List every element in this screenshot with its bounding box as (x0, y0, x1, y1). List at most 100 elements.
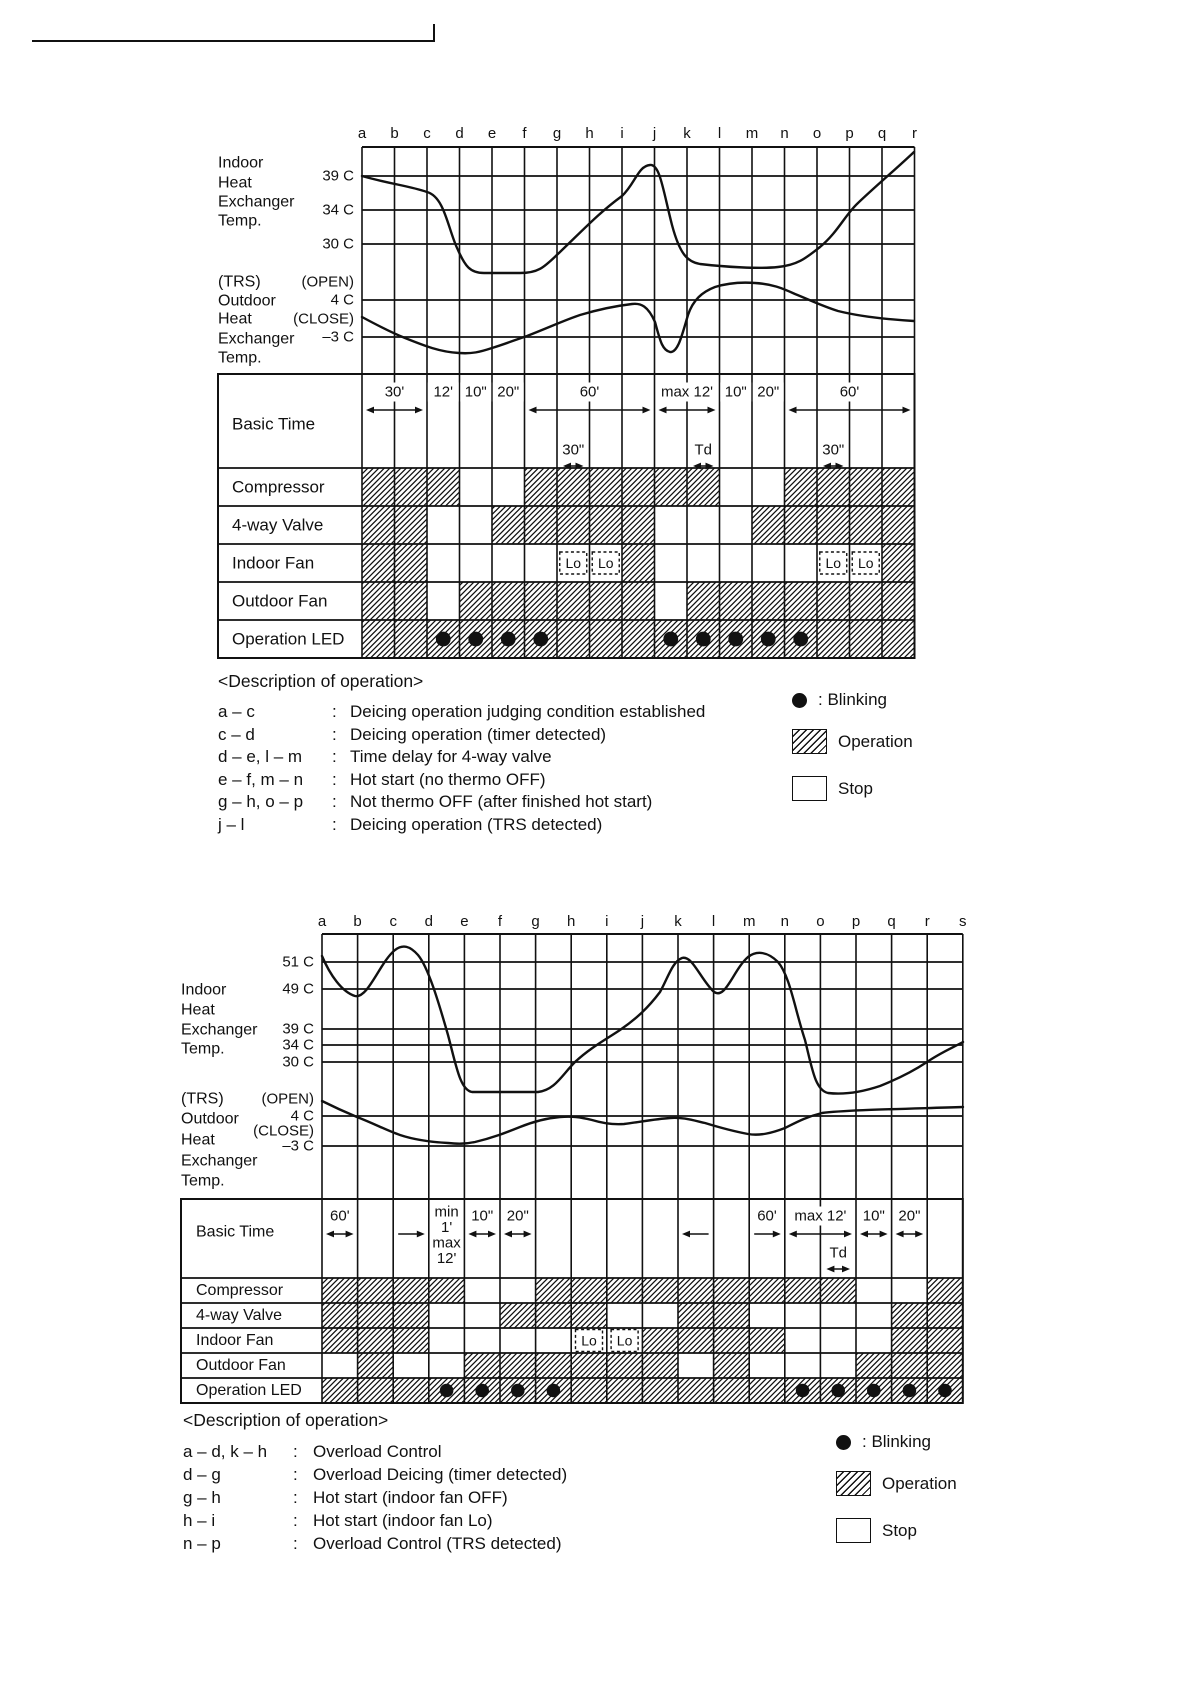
operation-cell (571, 1378, 607, 1403)
operation-cell (817, 506, 850, 544)
operation-cell (719, 582, 752, 620)
description-range: d – g (183, 1465, 221, 1484)
operation-cell (394, 544, 427, 582)
operation-cell (362, 506, 395, 544)
operation-cell (464, 1353, 500, 1378)
lo-indicator-label: Lo (565, 555, 581, 571)
blinking-led-dot (475, 1383, 490, 1398)
blinking-led-dot (511, 1383, 525, 1398)
arrowhead-right-icon (575, 462, 584, 470)
operation-cell (927, 1328, 963, 1353)
description-range: a – c (218, 702, 255, 721)
operation-cell (713, 1328, 750, 1353)
arrowhead-right-icon (705, 462, 714, 470)
temp-axis-label: 39 C (282, 1021, 314, 1038)
operation-cell (459, 582, 492, 620)
description-item: g – h, o – p: Not thermo OFF (after finis… (218, 791, 705, 814)
description-item: h – i: Hot start (indoor fan Lo) (183, 1509, 567, 1532)
operation-cell (606, 1278, 643, 1303)
description-text: Time delay for 4-way valve (350, 747, 552, 766)
description-colon: : (293, 1465, 298, 1484)
column-letter: h (585, 125, 593, 142)
arrowhead-right-icon (416, 1230, 425, 1238)
row-label: Compressor (196, 1282, 284, 1299)
column-letter: o (816, 913, 824, 930)
operation-cell (606, 1378, 643, 1403)
arrowhead-right-icon (835, 462, 844, 470)
operation-cell (557, 582, 590, 620)
arrowhead-left-icon (563, 462, 571, 470)
operation-cell (500, 1303, 536, 1328)
interval-label: 1' (441, 1219, 452, 1236)
arrowhead-left-icon (528, 406, 537, 414)
description-text: Deicing operation (TRS detected) (350, 814, 603, 834)
column-letter: h (567, 913, 575, 930)
blinking-led-dot (867, 1383, 881, 1398)
blinking-led-dot (902, 1383, 917, 1398)
description-of-operation-2: <Description of operation> a – d, k – h:… (183, 1409, 567, 1555)
operation-cell (749, 1378, 785, 1403)
description-colon: : (332, 814, 337, 834)
blinking-led-dot (546, 1383, 561, 1398)
operation-cell (749, 1278, 785, 1303)
operation-cell (492, 582, 525, 620)
description-text: Deicing operation judging condition esta… (350, 702, 706, 721)
axis-side-label: Heat (181, 1132, 215, 1149)
operation-cell (622, 582, 655, 620)
operation-cell (357, 1328, 394, 1353)
interval-label: max 12' (794, 1208, 846, 1225)
description-colon: : (293, 1534, 298, 1553)
legend-operation-label: Operation (882, 1473, 957, 1493)
sub-interval-label: 30" (822, 442, 844, 459)
column-letter: a (318, 913, 327, 930)
description-items: a – d, k – h: Overload Control d – g: Overl… (183, 1440, 567, 1555)
stop-swatch-icon (836, 1518, 871, 1543)
sub-interval-label: 30" (562, 442, 584, 459)
page-header-rule (32, 40, 435, 42)
blinking-led-dot (439, 1383, 454, 1398)
operation-cell (654, 468, 687, 506)
temp-axis-label: –3 C (282, 1138, 314, 1155)
temp-axis-label: (OPEN) (302, 274, 355, 291)
operation-cell (428, 1278, 465, 1303)
operation-cell (891, 1328, 928, 1353)
legend-stop-row: Stop (836, 1518, 957, 1543)
arrowhead-left-icon (326, 1230, 334, 1238)
operation-cell (849, 582, 882, 620)
column-letter: q (878, 125, 886, 142)
blinking-led-dot (831, 1383, 845, 1398)
operation-cell (557, 620, 590, 658)
description-item: e – f, m – n: Hot start (no thermo OFF) (218, 769, 705, 792)
axis-side-label: Heat (218, 311, 252, 328)
description-colon: : (293, 1488, 298, 1507)
operation-cell (524, 582, 557, 620)
operation-cell (856, 1353, 892, 1378)
legend-blinking-row: : Blinking (836, 1432, 957, 1452)
lo-indicator-label: Lo (858, 555, 874, 571)
description-text: Overload Control (TRS detected) (313, 1534, 562, 1553)
description-range: a – d, k – h (183, 1442, 268, 1461)
column-letter: k (674, 913, 682, 930)
operation-cell (362, 544, 395, 582)
legend-stop-label: Stop (838, 778, 873, 798)
interval-label: 60' (840, 384, 860, 401)
diagram-shape: 39 C34 C30 C(OPEN)4 C(CLOSE)–3 Ca b c d e f g h… (180, 125, 967, 1404)
legend-2: : Blinking Operation Stop (836, 1432, 957, 1543)
axis-side-label: Heat (218, 175, 252, 192)
column-letter: a (358, 125, 367, 142)
interval-label-bg (720, 382, 752, 402)
blinking-led-dot (533, 631, 549, 647)
lo-indicator-box (851, 551, 880, 575)
interval-label: 60' (580, 384, 600, 401)
operation-cell (357, 1378, 394, 1403)
operation-cell (357, 1353, 394, 1378)
row-label: Basic Time (196, 1224, 274, 1241)
legend-operation-row: Operation (836, 1471, 957, 1496)
description-item: g – h: Hot start (indoor fan OFF) (183, 1486, 567, 1509)
arrowhead-right-icon (915, 1230, 924, 1238)
interval-label: 20" (507, 1208, 529, 1225)
column-letter: l (712, 913, 715, 930)
description-colon: : (332, 702, 337, 721)
interval-label-bg (492, 382, 524, 402)
